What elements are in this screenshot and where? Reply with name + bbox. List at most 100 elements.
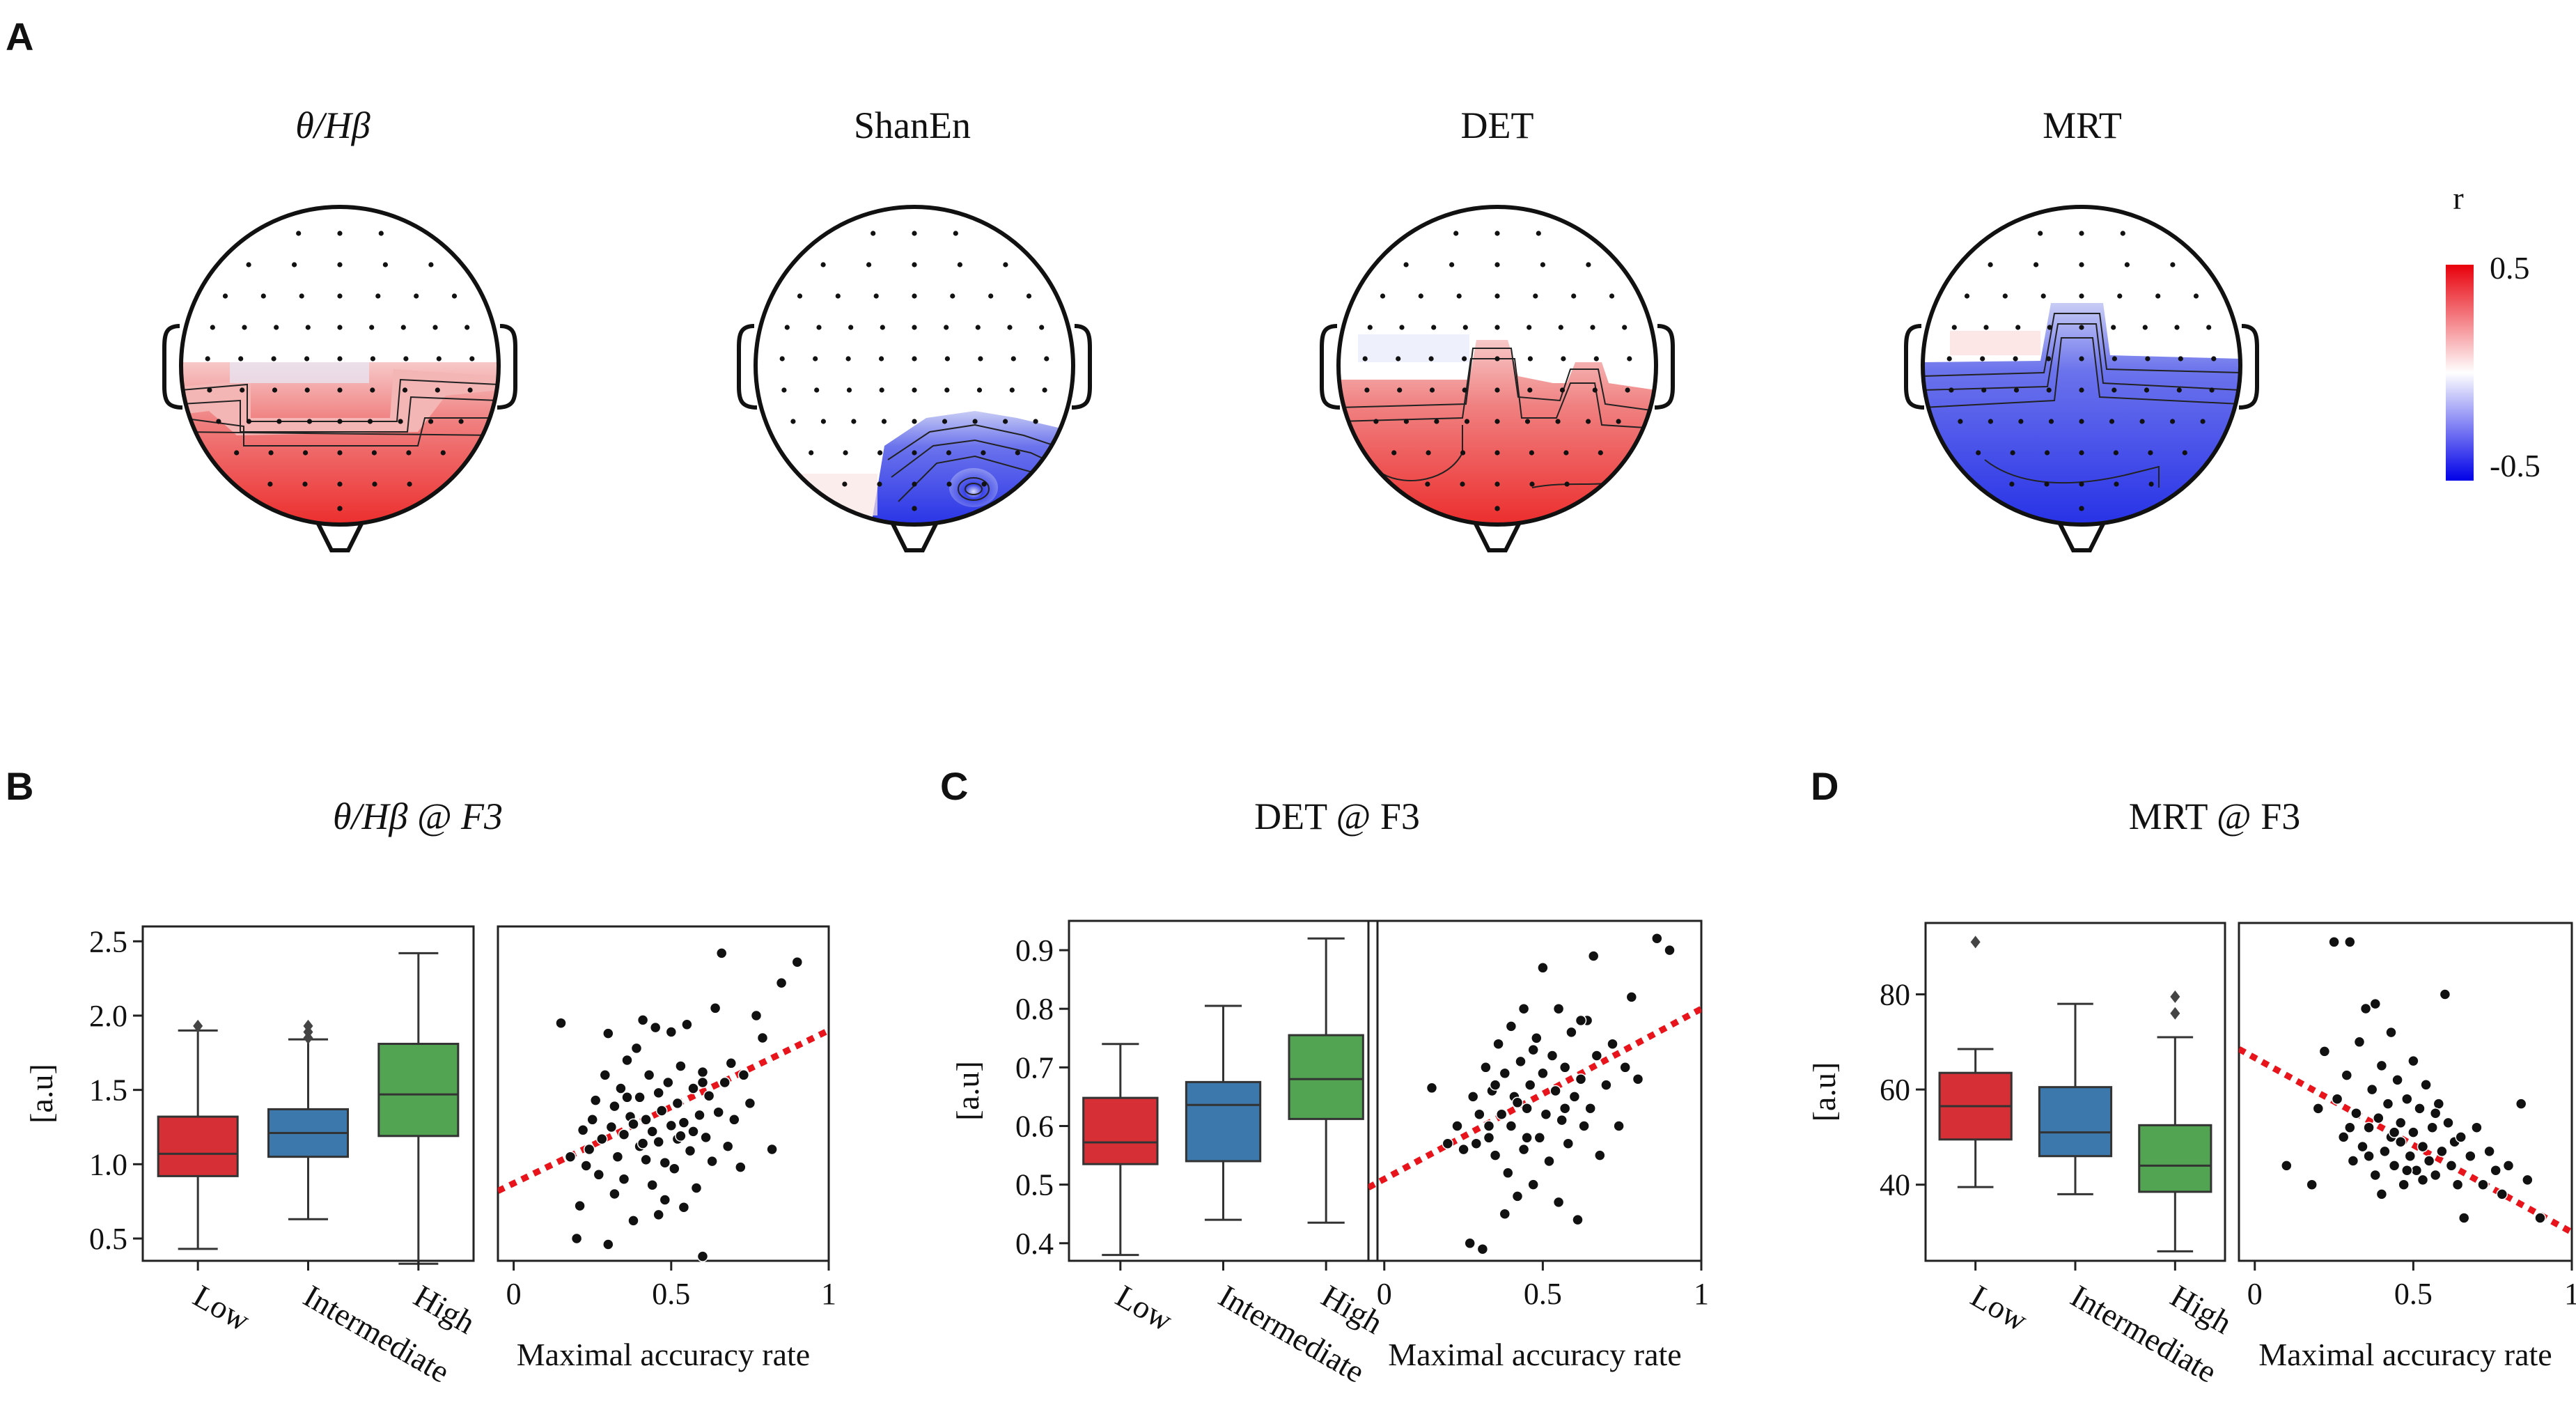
- electrode-dot: [1529, 481, 1535, 487]
- scatter-point: [2363, 1121, 2375, 1133]
- electrode-dot: [267, 481, 273, 487]
- electrode-dot: [846, 387, 852, 393]
- y-tick-label: 0.4: [1015, 1227, 1054, 1261]
- electrode-dot: [1460, 450, 1466, 456]
- electrode-dot: [1586, 419, 1591, 424]
- scatter-point: [1562, 1138, 1575, 1149]
- electrode-dot: [2145, 356, 2150, 362]
- scatter-point: [662, 1076, 674, 1089]
- electrode-dot: [842, 481, 848, 487]
- y-tick-label: 80: [1880, 977, 1910, 1011]
- y-tick-label: 0.6: [1015, 1109, 1054, 1143]
- scatter-point: [2306, 1179, 2318, 1190]
- electrode-dot: [2120, 231, 2125, 236]
- topomap-title-theta: θ/Hβ: [295, 104, 370, 146]
- scatter-point: [1489, 1079, 1501, 1091]
- colorbar-gradient: [2446, 265, 2474, 481]
- scatter-point: [1632, 1073, 1644, 1085]
- scatter-point: [2417, 1140, 2429, 1153]
- panel-label-b: B: [6, 764, 33, 808]
- electrode-dot: [402, 387, 408, 393]
- electrode-dot: [1563, 450, 1569, 456]
- scatter-point: [2375, 1188, 2388, 1200]
- scatter-point: [1426, 1082, 1438, 1094]
- electrode-dot: [414, 293, 419, 299]
- topomap-title-mrt: MRT: [2043, 104, 2122, 146]
- scatter-point: [564, 1151, 577, 1163]
- electrode-dot: [1555, 419, 1561, 424]
- electrode-dot: [813, 356, 818, 362]
- electrode-dot: [1958, 419, 1963, 424]
- box-iqr: [2038, 1086, 2113, 1158]
- chart-title-b: θ/Hβ @ F3: [333, 795, 503, 837]
- y-tick-label: 0.9: [1015, 933, 1054, 968]
- scatter-point: [2312, 1103, 2325, 1115]
- scatter-point: [1543, 1155, 1555, 1167]
- scatter-point: [1505, 1120, 1517, 1132]
- scatter-point: [750, 1009, 763, 1022]
- scatter-point: [696, 1250, 709, 1262]
- electrode-dot: [234, 450, 240, 456]
- electrode-dot: [2079, 481, 2084, 487]
- scatter-point: [1559, 1062, 1571, 1073]
- scatter-point: [2281, 1160, 2293, 1172]
- electrode-dot: [879, 356, 884, 362]
- y-axis-label: [a.u]: [1806, 1062, 1842, 1122]
- scatter-point: [1511, 1096, 1524, 1109]
- x-axis-label: Maximal accuracy rate: [1388, 1337, 1681, 1372]
- electrode-dot: [972, 419, 978, 424]
- scatter-point: [2394, 1117, 2407, 1129]
- scatter-point: [2363, 1150, 2375, 1162]
- electrode-dot: [271, 356, 276, 362]
- scatter-point: [669, 1163, 680, 1174]
- scatter-point: [2451, 1179, 2464, 1190]
- boxplot-c: 0.40.50.60.70.80.9[a.u]Low IntermediateHi…: [950, 919, 1389, 1390]
- scatter-point: [637, 1014, 649, 1026]
- electrode-dot: [2209, 387, 2215, 393]
- outlier-marker: [193, 1019, 203, 1032]
- electrode-dot: [1494, 419, 1500, 424]
- electrode-dot: [1042, 387, 1047, 393]
- electrode-dot: [1988, 262, 1993, 267]
- scatter-point: [1451, 1120, 1463, 1132]
- electrode-dot: [944, 325, 949, 330]
- scatter-point: [1524, 1079, 1536, 1091]
- electrode-dot: [981, 450, 986, 456]
- electrode-dot: [790, 419, 796, 424]
- electrode-dot: [337, 293, 343, 299]
- electrode-dot: [1494, 506, 1500, 511]
- panel-c: 0.40.50.60.70.80.9[a.u]Low IntermediateHi…: [950, 919, 1709, 1390]
- electrode-dot: [1460, 481, 1465, 487]
- x-tick-label: Low: [1110, 1278, 1179, 1338]
- electrode-dot: [367, 419, 373, 424]
- scatter-point: [570, 1232, 583, 1245]
- electrode-dot: [240, 387, 245, 393]
- electrode-dot: [877, 481, 882, 487]
- electrode-dot: [1949, 387, 1954, 393]
- scatter-point: [1607, 1038, 1618, 1050]
- scatter-point: [653, 1209, 664, 1221]
- y-tick-label: 60: [1880, 1073, 1910, 1107]
- topomap-title-shanen: ShanEn: [854, 104, 971, 146]
- colorbar-label: r: [2453, 180, 2463, 216]
- electrode-dot: [871, 231, 876, 236]
- scatter-point: [1517, 1143, 1530, 1156]
- scatter-point: [2471, 1121, 2483, 1133]
- colorbar-min-label: -0.5: [2490, 448, 2540, 483]
- scatter-point: [1483, 1132, 1495, 1144]
- electrode-dot: [337, 325, 343, 330]
- scatter-point: [1517, 1002, 1530, 1015]
- electrode-dot: [2109, 419, 2115, 424]
- electrode-dot: [879, 387, 884, 393]
- electrode-dot: [2047, 325, 2052, 330]
- scatter-point: [596, 1133, 608, 1145]
- scatter-point: [1568, 1091, 1581, 1103]
- colorbar-max-label: 0.5: [2490, 250, 2530, 286]
- electrode-dot: [1434, 419, 1439, 424]
- electrode-dot: [942, 419, 948, 424]
- electrode-dot: [222, 293, 228, 299]
- electrode-dot: [873, 293, 879, 299]
- scatter-point: [2391, 1074, 2403, 1086]
